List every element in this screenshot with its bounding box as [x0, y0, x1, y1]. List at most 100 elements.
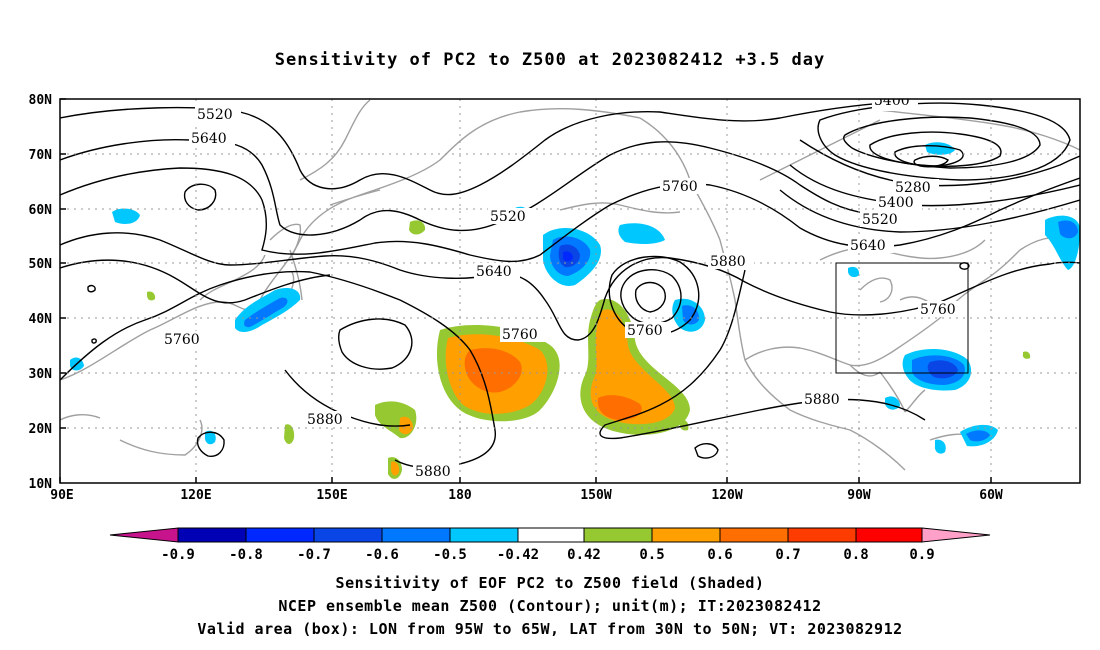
colorbar-bin — [177, 527, 247, 543]
contour-label: 5880 — [415, 464, 451, 480]
contour-label: 5640 — [850, 238, 886, 254]
contour-label: 5760 — [164, 332, 200, 348]
colorbar-tick-label: 0.8 — [843, 547, 868, 563]
contour-label: 5760 — [627, 323, 663, 339]
colorbar-tick-label: -0.8 — [229, 547, 263, 563]
shading-positive-west-2-core — [391, 461, 400, 476]
z500-contour-5640 — [60, 167, 1080, 263]
colorbar-bin — [449, 527, 519, 543]
colorbar-bin — [651, 527, 721, 543]
shading-positive-small-3 — [147, 291, 156, 301]
colorbar-bin — [381, 527, 451, 543]
shading-positive-small-4 — [1022, 351, 1031, 359]
colorbar-tick-label: 0.9 — [909, 547, 934, 563]
lon-label: 60W — [979, 488, 1003, 503]
colorbar-tick-label: 0.7 — [775, 547, 800, 563]
colorbar-tick-label: -0.42 — [497, 547, 539, 563]
shading-negative-caribbean-core — [966, 430, 990, 442]
shading-negative-dateline-north-max — [563, 251, 573, 262]
lat-label: 60N — [29, 203, 53, 218]
coastlines — [60, 99, 1080, 471]
lat-label: 70N — [29, 148, 53, 163]
colorbar-below-triangle — [109, 527, 179, 543]
shading-positive-central-pacific-max — [464, 348, 522, 393]
shading-negative-bahamas — [934, 439, 946, 454]
valid-area-box — [835, 262, 969, 374]
colorbar-tick-label: 0.42 — [567, 547, 601, 563]
lon-label: 90E — [50, 488, 73, 503]
contour-label: 5880 — [710, 254, 746, 270]
lat-label: 30N — [29, 367, 53, 382]
shading-negative-valid-box-core — [927, 360, 958, 379]
shading-positive-small-5 — [679, 419, 689, 431]
z500-contours — [60, 101, 1080, 469]
lat-label: 10N — [29, 477, 53, 492]
shading-negative-kamchatka — [112, 208, 140, 224]
shading-positive-small-2 — [409, 220, 426, 235]
shading-negative-low-east-pacific-core — [682, 305, 700, 325]
colorbar-bin — [719, 527, 789, 543]
lon-label: 180 — [448, 488, 472, 503]
latitude-labels: 80N 70N 60N 50N 40N 30N 20N 10N — [29, 93, 53, 492]
plot-frame — [59, 98, 1081, 484]
shading-negative-philippines — [204, 430, 216, 445]
caption-contour: NCEP ensemble mean Z500 (Contour); unit(… — [278, 597, 822, 615]
sensitivity-map: 5520 5640 5520 5640 5760 5760 5880 5880 … — [29, 93, 1081, 563]
colorbar-tick-label: 0.5 — [639, 547, 664, 563]
colorbar — [109, 527, 991, 543]
shading-negative-japan-core — [244, 297, 288, 328]
colorbar-bin — [855, 527, 923, 543]
colorbar-bin — [245, 527, 315, 543]
longitude-labels: 90E 120E 150E 180 150W 120W 90W 60W — [50, 488, 1003, 503]
colorbar-tick-label: -0.5 — [433, 547, 467, 563]
contour-label: 5400 — [874, 93, 910, 109]
caption-valid-area: Valid area (box): LON from 95W to 65W, L… — [197, 620, 903, 638]
contour-label: 5760 — [662, 179, 698, 195]
contour-label: 5520 — [490, 209, 526, 225]
map-title: Sensitivity of PC2 to Z500 at 2023082412… — [274, 50, 826, 70]
contour-label: 5520 — [862, 212, 898, 228]
shading-negative-us-coast — [848, 266, 860, 278]
lat-label: 20N — [29, 422, 53, 437]
lat-label: 40N — [29, 312, 53, 327]
z500-contour-5760 — [60, 232, 1080, 341]
shading-positive-small-1 — [284, 424, 295, 444]
colorbar-bin — [313, 527, 383, 543]
graticule — [60, 99, 1080, 483]
contour-label: 5760 — [920, 302, 956, 318]
lon-label: 120E — [180, 488, 211, 503]
contour-labels: 5520 5640 5520 5640 5760 5760 5880 5880 … — [162, 93, 964, 480]
shading-positive-east-pacific-max — [597, 395, 642, 420]
sensitivity-shading — [70, 142, 1080, 479]
lon-label: 120W — [711, 488, 742, 503]
caption-shading: Sensitivity of EOF PC2 to Z500 field (Sh… — [335, 574, 765, 592]
shading-negative-north-atlantic-core — [1058, 220, 1078, 239]
lon-label: 150E — [316, 488, 347, 503]
colorbar-bin — [583, 527, 653, 543]
z500-contour-5520 — [60, 138, 871, 236]
shading-negative-aleutian-east — [618, 223, 665, 245]
colorbar-tick-label: 0.6 — [707, 547, 732, 563]
lon-label: 150W — [580, 488, 611, 503]
colorbar-bin — [787, 527, 857, 543]
lon-label: 90W — [847, 488, 871, 503]
tick-marks — [59, 98, 992, 483]
contour-label: 5400 — [878, 195, 914, 211]
colorbar-above-triangle — [921, 527, 991, 543]
lat-label: 80N — [29, 93, 53, 108]
z500-contour-5880 — [60, 270, 496, 469]
contour-label: 5760 — [502, 327, 538, 343]
colorbar-tick-label: -0.9 — [161, 547, 195, 563]
contour-label: 5880 — [307, 412, 343, 428]
contour-label: 5880 — [804, 392, 840, 408]
colorbar-tick-labels: -0.9 -0.8 -0.7 -0.6 -0.5 -0.42 0.42 0.5 … — [161, 547, 935, 563]
lat-label: 50N — [29, 257, 53, 272]
contour-label: 5640 — [191, 131, 227, 147]
contour-label: 5640 — [476, 264, 512, 280]
shading-negative-arctic — [925, 142, 955, 155]
colorbar-tick-label: -0.6 — [365, 547, 399, 563]
colorbar-tick-label: -0.7 — [297, 547, 331, 563]
contour-label: 5520 — [197, 107, 233, 123]
colorbar-bin — [517, 527, 585, 543]
contour-label: 5280 — [895, 180, 931, 196]
